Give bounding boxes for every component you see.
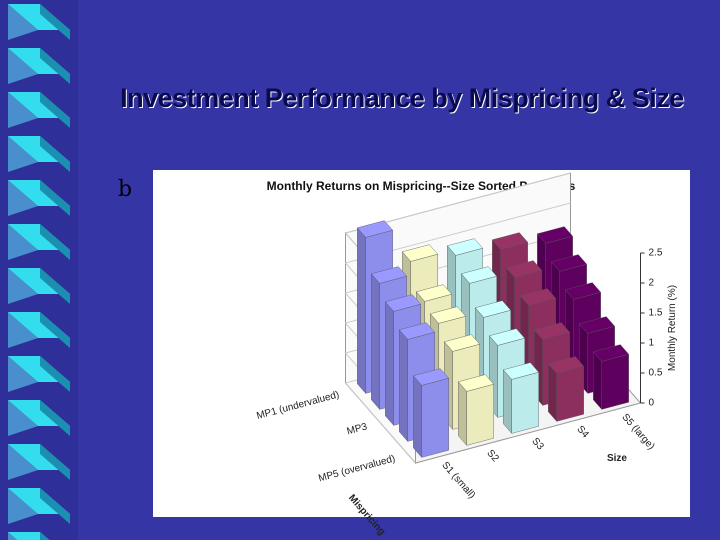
bar-top bbox=[505, 260, 543, 278]
bar-top bbox=[457, 374, 495, 392]
bar-front bbox=[511, 371, 539, 434]
bar-top bbox=[446, 238, 484, 256]
bar-top bbox=[550, 254, 588, 272]
bar-top bbox=[533, 322, 571, 340]
bar-side bbox=[399, 329, 408, 442]
z-tick-label: 1.5 bbox=[649, 308, 663, 319]
bar-top bbox=[415, 284, 453, 302]
bar-top bbox=[519, 288, 557, 306]
z-tick-label: 0.5 bbox=[649, 368, 663, 379]
bar-side bbox=[458, 381, 467, 446]
bar-top bbox=[536, 226, 574, 244]
bar-top bbox=[578, 316, 616, 334]
chart-title: Monthly Returns on Mispricing--Size Sort… bbox=[267, 179, 576, 193]
z-tick-label: 1 bbox=[649, 338, 655, 349]
z-tick-label: 0 bbox=[649, 398, 655, 409]
bar-top bbox=[460, 266, 498, 284]
bar-side bbox=[385, 301, 394, 426]
bar-top bbox=[502, 362, 540, 380]
bar-top bbox=[488, 328, 526, 346]
bar-top bbox=[429, 306, 467, 324]
ribbon bbox=[0, 0, 78, 540]
bar-side bbox=[593, 351, 602, 410]
bar-top bbox=[564, 282, 602, 300]
bar-side bbox=[413, 375, 422, 458]
slide-title: Investment Performance by Mispricing & S… bbox=[120, 83, 684, 113]
bar-top bbox=[384, 294, 422, 312]
z-tick-label: 2 bbox=[649, 278, 655, 289]
bar-top bbox=[370, 266, 408, 284]
bullet: b bbox=[118, 177, 132, 202]
bar-top bbox=[474, 300, 512, 318]
z-axis-label: Monthly Return (%) bbox=[667, 285, 678, 371]
x-axis-label: Size bbox=[607, 453, 627, 464]
bar-front bbox=[601, 353, 629, 410]
bar-front bbox=[556, 365, 584, 422]
bar-side bbox=[548, 363, 557, 422]
bar-top bbox=[592, 344, 630, 362]
z-tick-label: 2.5 bbox=[649, 248, 663, 259]
bar-top bbox=[356, 220, 394, 238]
bar-top bbox=[401, 244, 439, 262]
bar-top bbox=[443, 334, 481, 352]
bar-top bbox=[547, 356, 585, 374]
bar-side bbox=[503, 369, 512, 434]
bar-front bbox=[466, 383, 494, 446]
bar-side bbox=[371, 273, 380, 410]
y-tick-label: MP3 bbox=[346, 421, 369, 437]
bar-side bbox=[357, 227, 366, 394]
bar-top bbox=[491, 232, 529, 250]
bar-top bbox=[412, 368, 450, 386]
bar-top bbox=[398, 322, 436, 340]
bar-front bbox=[421, 377, 449, 458]
